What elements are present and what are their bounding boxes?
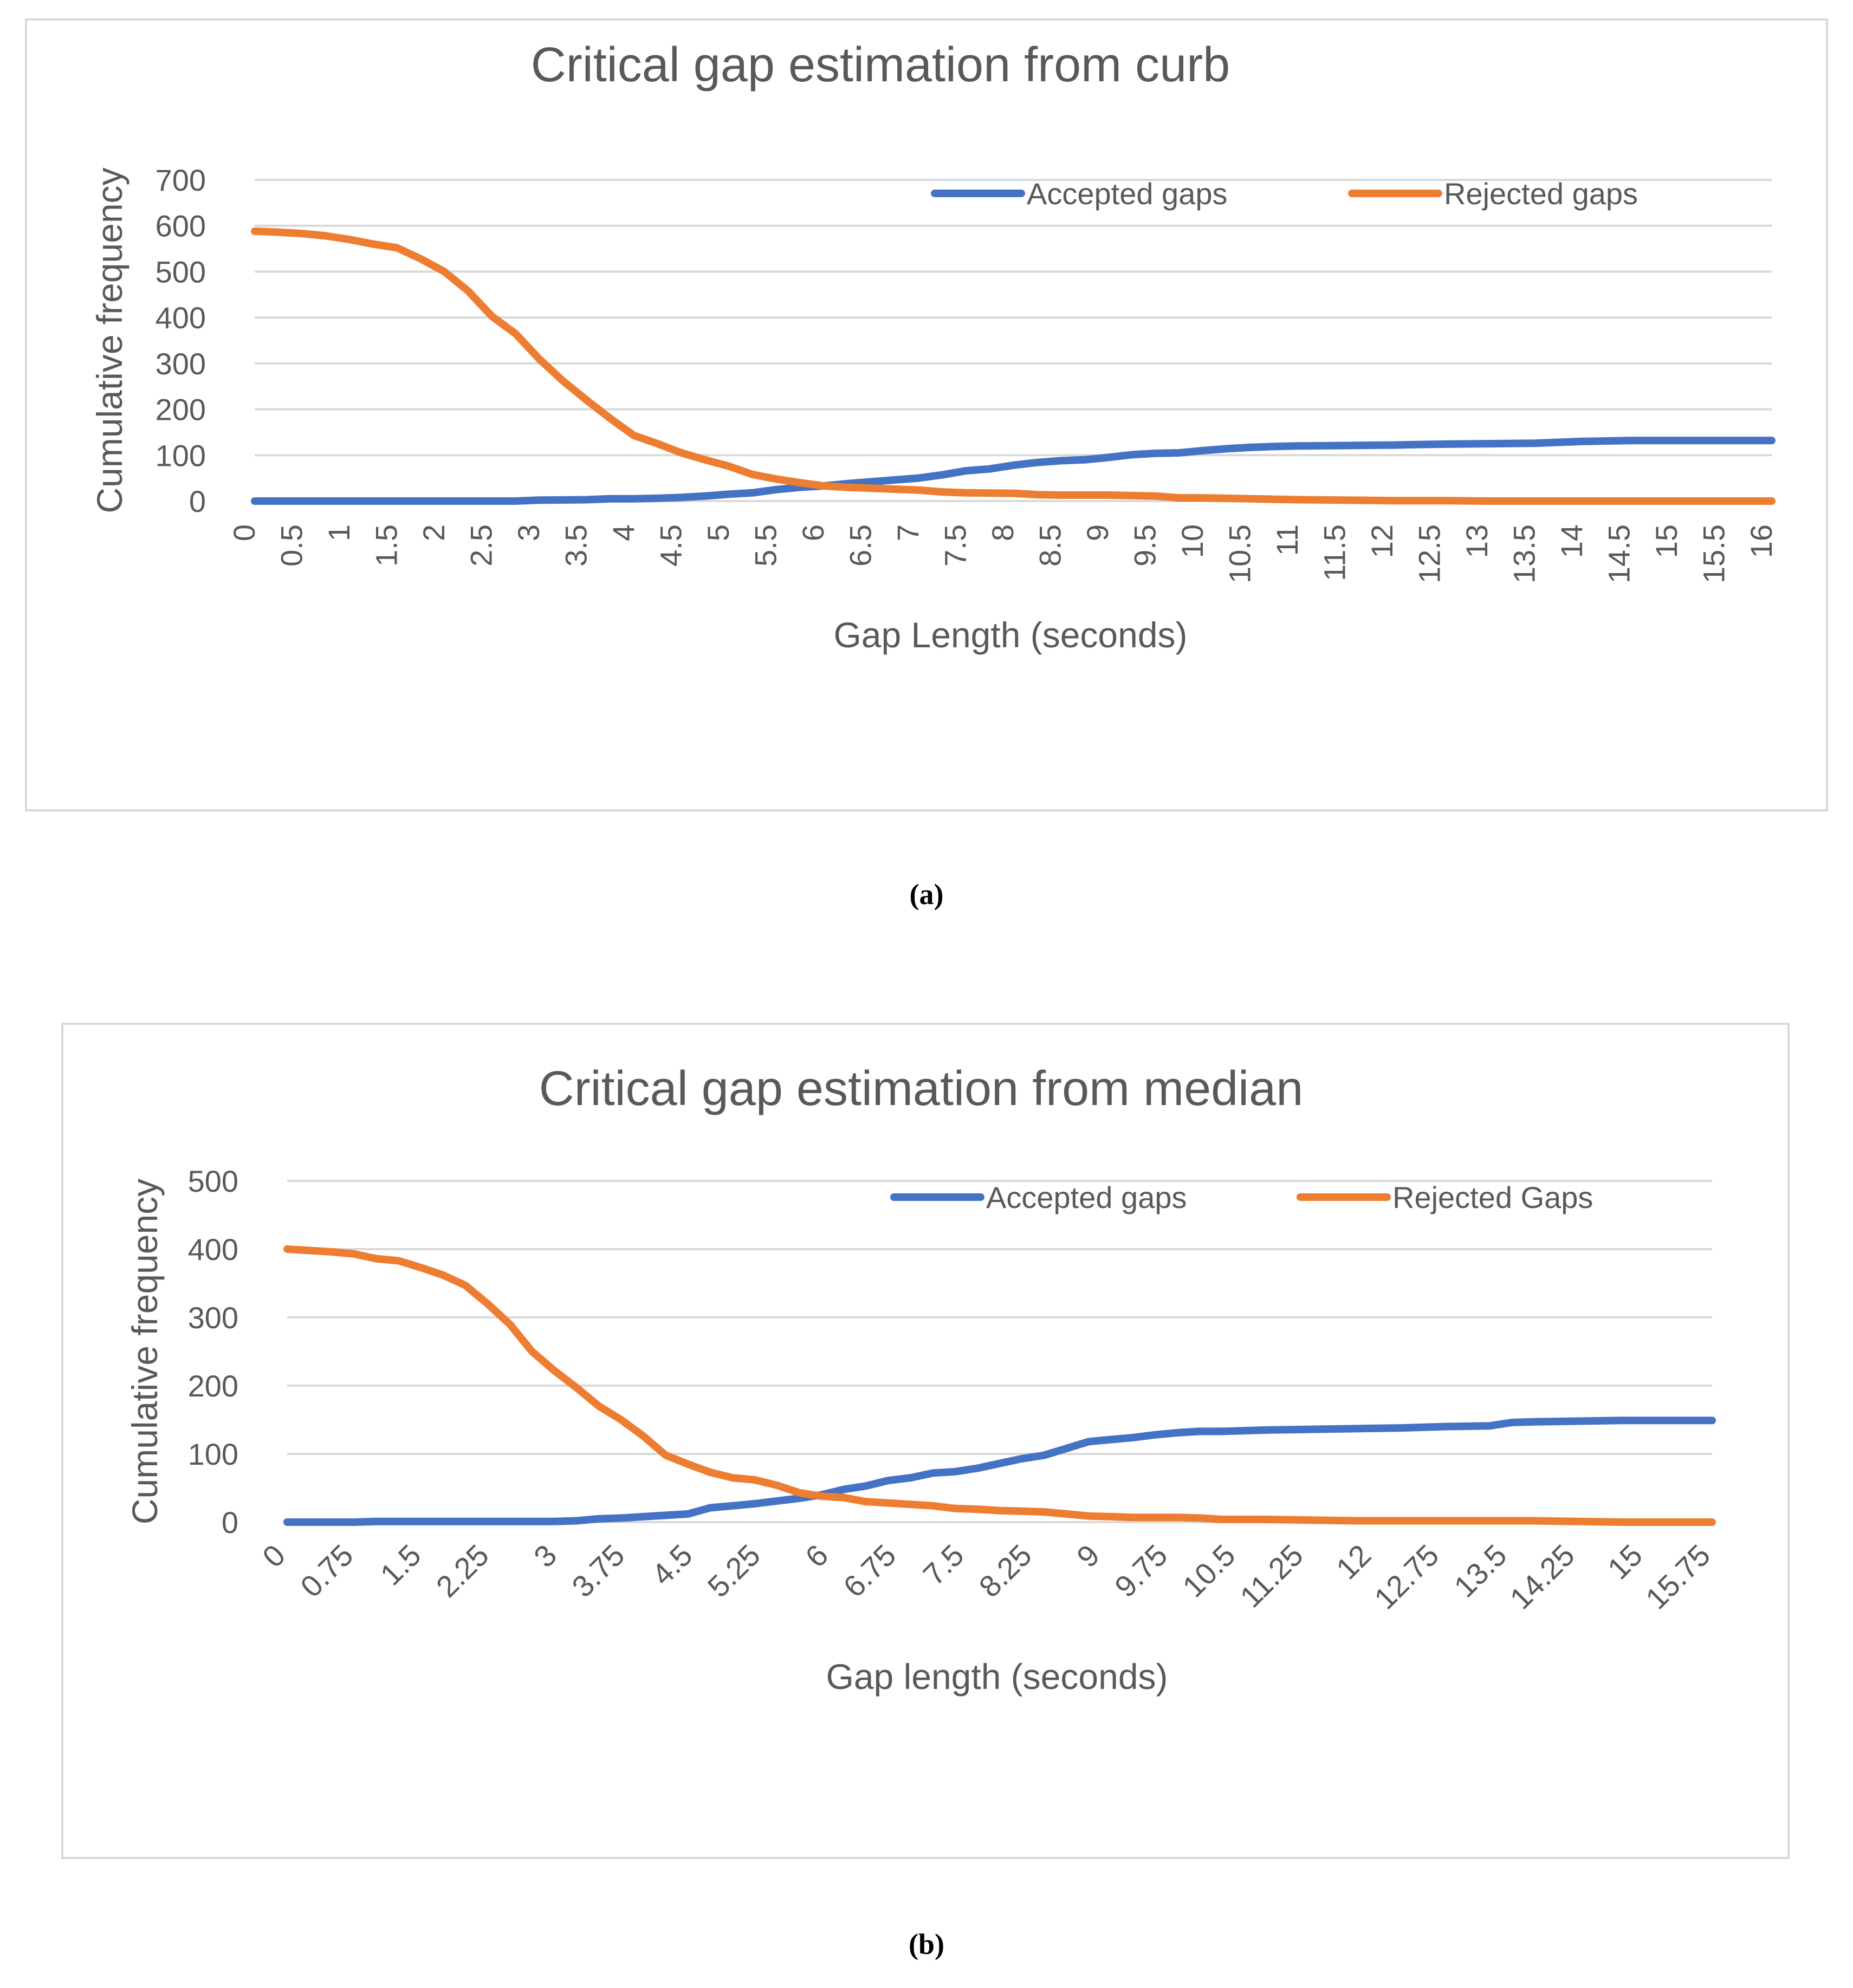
series-line-2 (283, 1245, 1716, 1526)
x-tick-label: 12 (1365, 524, 1399, 558)
legend-label-1: Accepted gaps (1027, 177, 1227, 211)
series-line-1 (251, 437, 1776, 505)
y-tick-label: 600 (156, 209, 206, 243)
x-tick-label: 5 (701, 524, 735, 541)
y-axis-label: Cumulative frequency (89, 167, 129, 513)
series-line-2 (251, 227, 1776, 505)
x-tick-label: 16 (1744, 524, 1778, 558)
y-tick-label: 0 (189, 484, 206, 518)
y-tick-label: 400 (188, 1232, 238, 1266)
chart-title: Critical gap estimation from curb (531, 38, 1230, 92)
y-tick-label: 500 (188, 1164, 238, 1198)
y-tick-label: 700 (156, 163, 206, 197)
y-tick-label: 500 (156, 255, 206, 289)
x-tick-label: 9 (1080, 524, 1115, 541)
y-axis-label: Cumulative frequency (125, 1179, 165, 1524)
y-tick-label: 400 (156, 301, 206, 335)
x-tick-label: 3 (511, 524, 546, 541)
legend-label-2: Rejected Gaps (1392, 1180, 1593, 1214)
x-tick-label: 4.5 (654, 524, 688, 567)
x-tick-label: 10 (1175, 524, 1209, 558)
x-tick-label: 8.5 (1033, 524, 1067, 567)
x-tick-label: 15 (1649, 524, 1683, 558)
x-tick-label: 6.5 (844, 524, 878, 567)
y-tick-label: 200 (188, 1369, 238, 1403)
x-tick-label: 11 (1270, 524, 1304, 556)
x-tick-label: 2 (417, 524, 451, 541)
y-tick-label: 300 (156, 347, 206, 381)
y-tick-label: 0 (222, 1505, 238, 1539)
x-tick-label: 14.5 (1602, 524, 1636, 583)
x-tick-label: 0 (227, 524, 261, 541)
chart-frame (61, 1023, 1790, 1859)
x-tick-label: 13.5 (1507, 524, 1541, 583)
panel-label-a: (a) (909, 878, 944, 911)
chart-title: Critical gap estimation from median (539, 1062, 1304, 1116)
x-tick-label: 1 (322, 524, 356, 541)
x-tick-label: 10.5 (1223, 524, 1257, 583)
x-tick-label: 0.5 (275, 524, 309, 567)
x-tick-label: 4 (606, 524, 640, 541)
x-tick-label: 7.5 (938, 524, 973, 567)
x-tick-label: 15.5 (1697, 524, 1731, 583)
x-tick-label: 14 (1554, 524, 1589, 558)
chart-a: Critical gap estimation from curb0100200… (25, 18, 1828, 811)
x-tick-label: 1.5 (370, 524, 404, 567)
legend-label-2: Rejected gaps (1444, 177, 1638, 211)
x-tick-label: 5.5 (749, 524, 783, 567)
y-tick-label: 200 (156, 393, 206, 427)
legend-label-1: Accepted gaps (986, 1180, 1187, 1214)
y-tick-label: 100 (156, 438, 206, 472)
x-tick-label: 9.5 (1128, 524, 1162, 567)
x-tick-label: 11.5 (1318, 524, 1352, 581)
x-tick-label: 2.5 (464, 524, 498, 567)
panel-label-b: (b) (909, 1928, 944, 1960)
x-axis-label: Gap length (seconds) (826, 1656, 1168, 1697)
x-tick-label: 3.5 (559, 524, 593, 567)
chart-b: Critical gap estimation from median 0 100 2… (61, 1023, 1790, 1859)
x-tick-label: 7 (891, 524, 925, 541)
x-tick-label: 12.5 (1413, 524, 1447, 583)
x-tick-label: 13 (1460, 524, 1494, 558)
x-axis-label: Gap Length (seconds) (833, 615, 1187, 655)
chart-frame (25, 18, 1828, 811)
x-tick-label: 8 (986, 524, 1020, 541)
y-tick-label: 300 (188, 1301, 238, 1335)
series-line-1 (283, 1417, 1716, 1526)
y-tick-label: 100 (188, 1437, 238, 1471)
x-tick-label: 6 (796, 524, 830, 541)
